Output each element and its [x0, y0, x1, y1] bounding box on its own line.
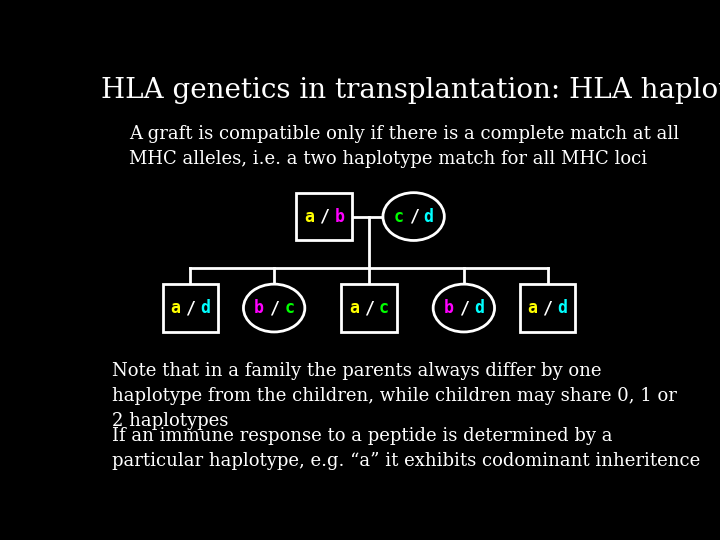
Text: /: / — [364, 299, 374, 317]
Text: /: / — [459, 299, 469, 317]
Text: b: b — [334, 207, 344, 226]
Text: a: a — [349, 299, 359, 317]
FancyBboxPatch shape — [341, 284, 397, 332]
Text: If an immune response to a peptide is determined by a
particular haplotype, e.g.: If an immune response to a peptide is de… — [112, 427, 701, 470]
Text: a: a — [171, 299, 181, 317]
Text: d: d — [423, 207, 433, 226]
Text: Note that in a family the parents always differ by one
haplotype from the childr: Note that in a family the parents always… — [112, 362, 678, 430]
Text: b: b — [444, 299, 454, 317]
Text: b: b — [254, 299, 264, 317]
Text: c: c — [394, 207, 404, 226]
Text: d: d — [557, 299, 567, 317]
Text: /: / — [320, 207, 329, 226]
Text: c: c — [379, 299, 389, 317]
Text: /: / — [269, 299, 279, 317]
Text: d: d — [474, 299, 484, 317]
Ellipse shape — [383, 193, 444, 240]
Text: a: a — [528, 299, 538, 317]
Ellipse shape — [433, 284, 495, 332]
Ellipse shape — [243, 284, 305, 332]
FancyBboxPatch shape — [163, 284, 218, 332]
FancyBboxPatch shape — [520, 284, 575, 332]
Text: /: / — [543, 299, 552, 317]
Text: d: d — [200, 299, 210, 317]
Text: A graft is compatible only if there is a complete match at all
MHC alleles, i.e.: A graft is compatible only if there is a… — [129, 125, 679, 168]
FancyBboxPatch shape — [297, 193, 352, 240]
Text: HLA genetics in transplantation: HLA haplotypes: HLA genetics in transplantation: HLA hap… — [101, 77, 720, 104]
Text: c: c — [284, 299, 294, 317]
Text: /: / — [186, 299, 195, 317]
Text: /: / — [409, 207, 418, 226]
Text: a: a — [305, 207, 315, 226]
